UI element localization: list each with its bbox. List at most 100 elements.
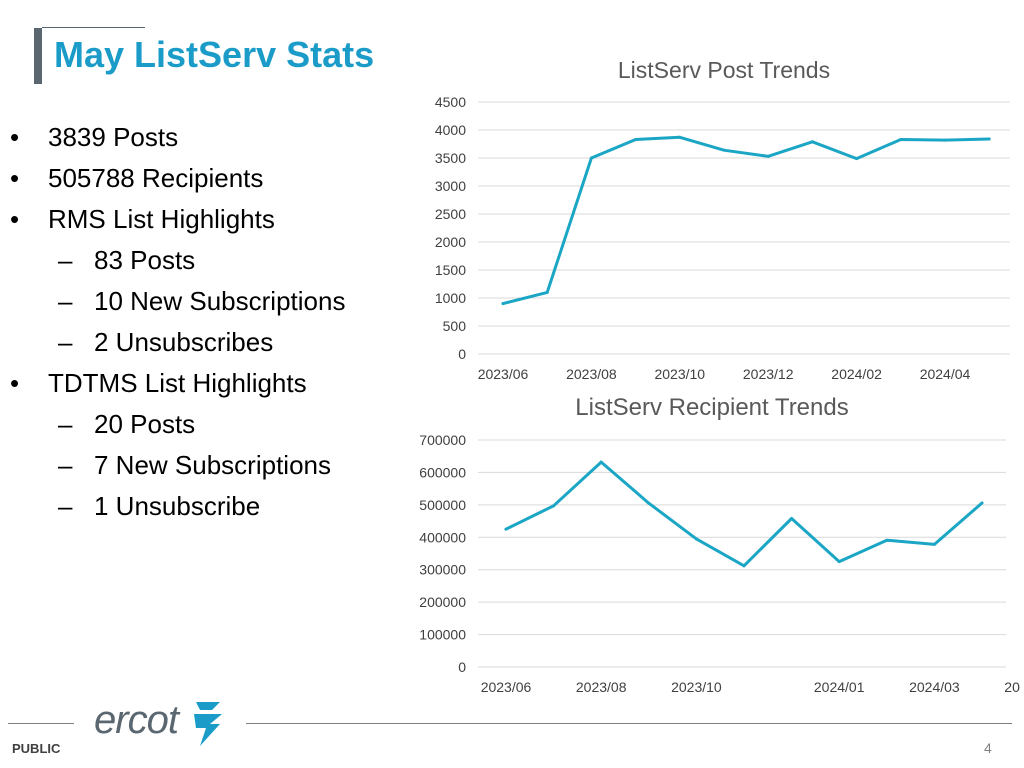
data-point xyxy=(855,157,859,161)
data-point xyxy=(790,516,794,520)
title-rule xyxy=(42,27,145,28)
y-tick-label: 1500 xyxy=(435,262,466,278)
bullet-item: –20 Posts xyxy=(58,409,195,440)
series-line xyxy=(501,135,991,306)
y-tick-label: 400000 xyxy=(419,529,466,545)
data-point xyxy=(742,564,746,568)
data-point xyxy=(694,537,698,541)
y-tick-label: 500 xyxy=(443,318,467,334)
series-line xyxy=(504,460,984,568)
y-tick-label: 500000 xyxy=(419,497,466,513)
data-point xyxy=(589,156,593,160)
data-point xyxy=(678,135,682,139)
y-tick-label: 4500 xyxy=(435,94,466,110)
data-point xyxy=(501,302,505,306)
bullet-marker: – xyxy=(58,286,73,316)
x-tick-label: 2024/04 xyxy=(920,366,971,382)
bullet-text: 505788 Recipients xyxy=(48,163,264,193)
data-point xyxy=(810,140,814,144)
y-tick-label: 200000 xyxy=(419,594,466,610)
page-number: 4 xyxy=(984,740,992,756)
bullet-text: 1 Unsubscribe xyxy=(94,491,261,521)
ercot-logo: ercot xyxy=(94,698,179,742)
data-point xyxy=(987,137,991,141)
bullet-item: • 3839 Posts xyxy=(10,122,178,153)
x-tick-label: 2024/03 xyxy=(909,679,960,695)
bullet-marker: • xyxy=(10,122,20,152)
post-trends-chart: ListServ Post Trends 0 500 1000 1500 2000 2500… xyxy=(400,52,1020,392)
bullet-text: 2 Unsubscribes xyxy=(94,327,274,357)
data-point xyxy=(634,138,638,142)
y-tick-label: 3500 xyxy=(435,150,466,166)
data-point xyxy=(932,542,936,546)
bullet-item: –83 Posts xyxy=(58,245,195,276)
x-tick-label: 2023/08 xyxy=(566,366,617,382)
y-tick-label: 300000 xyxy=(419,562,466,578)
bullet-text: 7 New Subscriptions xyxy=(94,450,331,480)
x-tick-label: 2024/05 xyxy=(1004,679,1020,695)
recipient-trends-chart: ListServ Recipient Trends 0 100000 200000 30… xyxy=(400,390,1020,710)
y-tick-label: 1000 xyxy=(435,290,466,306)
y-tick-label: 4000 xyxy=(435,122,466,138)
bullet-marker: – xyxy=(58,327,73,357)
y-tick-label: 700000 xyxy=(419,432,466,448)
x-tick-label: 2023/06 xyxy=(481,679,532,695)
bullet-item: • TDTMS List Highlights xyxy=(10,368,307,399)
bullet-item: –1 Unsubscribe xyxy=(58,491,260,522)
chart-title: ListServ Post Trends xyxy=(618,57,830,83)
x-tick-label: 2023/08 xyxy=(576,679,627,695)
title-accent-bar xyxy=(34,28,42,84)
bullet-marker: – xyxy=(58,491,73,521)
bullet-text: TDTMS List Highlights xyxy=(48,368,307,398)
ercot-logo-icon xyxy=(194,702,222,746)
bullet-marker: • xyxy=(10,204,20,234)
bullet-marker: – xyxy=(58,409,73,439)
data-point xyxy=(647,501,651,505)
bullet-marker: • xyxy=(10,163,20,193)
footer-rule-left xyxy=(8,723,74,724)
data-point xyxy=(545,290,549,294)
y-tick-label: 3000 xyxy=(435,178,466,194)
data-point xyxy=(980,501,984,505)
data-point xyxy=(504,527,508,531)
bullet-item: • RMS List Highlights xyxy=(10,204,275,235)
data-point xyxy=(552,504,556,508)
data-point xyxy=(722,148,726,152)
y-tick-label: 2000 xyxy=(435,234,466,250)
y-tick-label: 600000 xyxy=(419,464,466,480)
bullet-item: –2 Unsubscribes xyxy=(58,327,273,358)
y-tick-label: 2500 xyxy=(435,206,466,222)
x-tick-label: 2024/02 xyxy=(831,366,882,382)
bullet-item: • 505788 Recipients xyxy=(10,163,263,194)
bullet-text: 3839 Posts xyxy=(48,122,179,152)
x-tick-label: 2023/06 xyxy=(478,366,529,382)
y-tick-label: 0 xyxy=(458,346,466,362)
slide-title: May ListServ Stats xyxy=(54,34,375,75)
data-point xyxy=(899,138,903,142)
post-trends-svg: ListServ Post Trends 0 500 1000 1500 2000 2500… xyxy=(435,57,1010,382)
bullet-text: RMS List Highlights xyxy=(48,204,275,234)
bullet-item: –7 New Subscriptions xyxy=(58,450,331,481)
x-tick-label: 2023/12 xyxy=(743,366,794,382)
x-tick-label: 2023/10 xyxy=(654,366,705,382)
bullet-marker: – xyxy=(58,245,73,275)
bullet-text: 20 Posts xyxy=(94,409,196,439)
bullet-text: 10 New Subscriptions xyxy=(94,286,346,316)
y-tick-label: 0 xyxy=(458,659,466,675)
x-tick-label: 2024/01 xyxy=(814,679,865,695)
bullet-text: 83 Posts xyxy=(94,245,196,275)
recipient-trends-svg: ListServ Recipient Trends 0 100000 200000 30… xyxy=(419,394,1020,695)
footer-rule-right xyxy=(246,723,1012,724)
bullet-item: –10 New Subscriptions xyxy=(58,286,345,317)
bullet-marker: – xyxy=(58,450,73,480)
y-tick-label: 100000 xyxy=(419,627,466,643)
x-tick-label: 2023/10 xyxy=(671,679,722,695)
bullet-marker: • xyxy=(10,368,20,398)
data-point xyxy=(837,560,841,564)
classification-label: PUBLIC xyxy=(12,741,61,756)
chart-title: ListServ Recipient Trends xyxy=(575,394,848,421)
data-point xyxy=(766,154,770,158)
data-point xyxy=(885,538,889,542)
data-point xyxy=(943,138,947,142)
data-point xyxy=(599,460,603,464)
